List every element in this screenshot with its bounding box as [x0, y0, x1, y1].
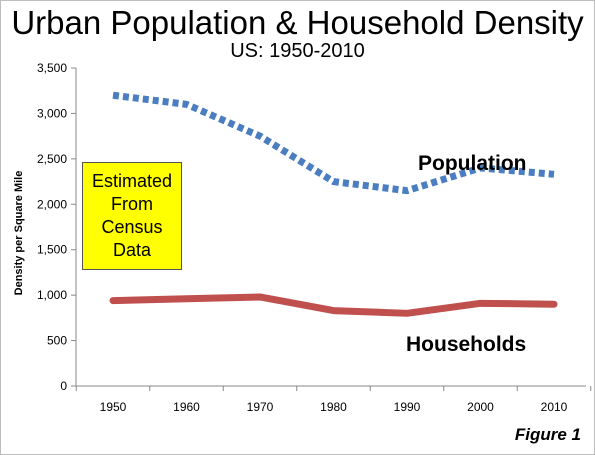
y-tick-label: 2,500 — [37, 152, 67, 166]
series-label-population: Population — [418, 152, 527, 175]
x-tick-label: 1950 — [100, 400, 127, 414]
annotation-line: Estimated — [91, 171, 173, 191]
series-layer — [109, 91, 558, 317]
y-tick-label: 3,500 — [37, 61, 67, 75]
y-tick-label: 3,000 — [37, 106, 67, 120]
x-tick-label: 1970 — [247, 400, 274, 414]
x-tick-label: 1990 — [394, 400, 421, 414]
chart-axes — [71, 67, 592, 391]
y-tick-label: 1,000 — [37, 288, 67, 302]
annotation-line: Census — [101, 217, 163, 237]
y-tick-label: 500 — [47, 334, 67, 348]
x-tick-label: 1980 — [320, 400, 347, 414]
x-tick-label: 2000 — [467, 400, 494, 414]
chart-subtitle: US: 1950-2010 — [230, 40, 365, 62]
series-label-households: Households — [406, 333, 526, 356]
annotation-line: Data — [112, 240, 152, 260]
figure-label: Figure 1 — [514, 425, 581, 444]
annotation-line: From — [111, 194, 153, 214]
series-line-households — [109, 293, 558, 317]
y-axis-label: Density per Square Mile — [13, 171, 25, 296]
chart-title: Urban Population & Household Density — [11, 4, 584, 41]
annotation-box: Estimated From Census Data — [82, 162, 182, 270]
y-tick-label: 0 — [60, 379, 67, 393]
y-tick-label: 1,500 — [37, 243, 67, 257]
labels-layer: 0 500 1,000 1,500 2,000 2,500 3,000 3,500 1950 19… — [13, 61, 568, 414]
y-tick-label: 2,000 — [37, 197, 67, 211]
x-tick-label: 2010 — [541, 400, 568, 414]
x-tick-label: 1960 — [173, 400, 200, 414]
